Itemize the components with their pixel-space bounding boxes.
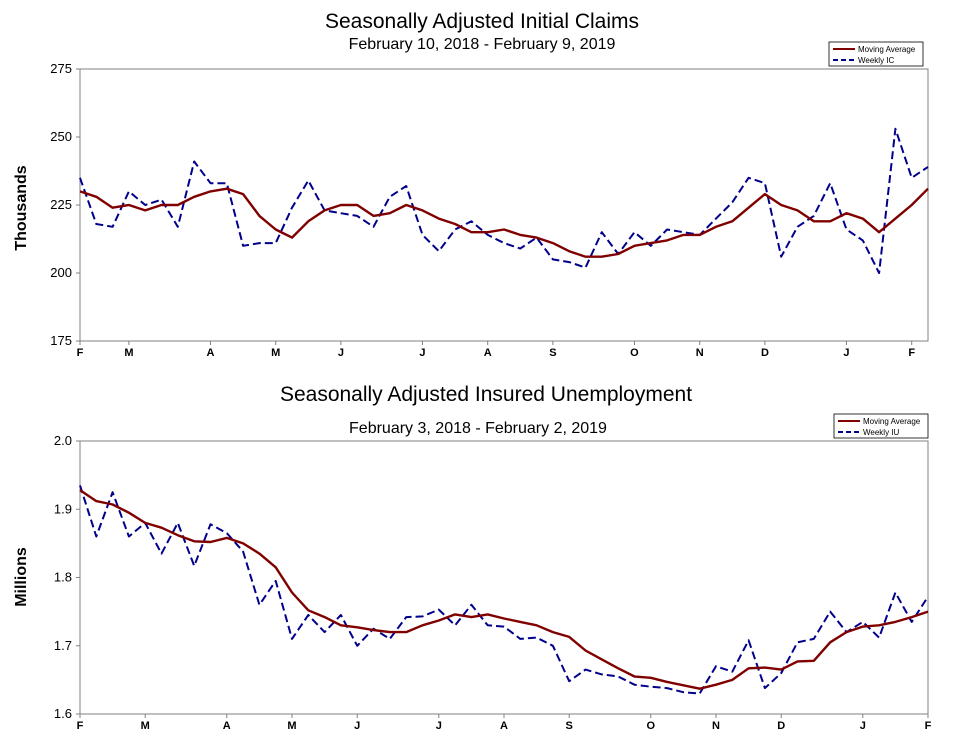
chart2-ytick-label: 2.0	[54, 433, 72, 448]
chart2-xtick-label: F	[925, 720, 932, 732]
chart1-ylabel: Thousands	[13, 165, 30, 250]
chart1-legend-box	[828, 41, 924, 67]
chart1-xtick-label: J	[843, 347, 849, 359]
chart1-y-axis: 175 200 225 250 275	[50, 61, 80, 348]
chart2-series-moving-average-line	[79, 489, 929, 690]
chart2-ytick-label: 1.7	[54, 638, 72, 653]
chart1-series	[79, 127, 929, 274]
chart1-xtick-label: A	[484, 347, 492, 359]
chart2-legend-box	[833, 413, 929, 439]
chart1-title: Seasonally Adjusted Initial Claims	[325, 10, 639, 33]
chart2-xtick-label: O	[646, 720, 655, 732]
chart2-xtick-label: D	[777, 720, 785, 732]
chart2-xtick-label: J	[436, 720, 442, 732]
chart1-series-weekly-line	[79, 127, 929, 274]
chart1-series-moving-average-line	[79, 187, 929, 258]
chart2-xtick-label: A	[223, 720, 231, 732]
chart2-legend-label-weekly: Weekly IU	[863, 428, 900, 437]
chart2-ytick-label: 1.6	[54, 706, 72, 721]
chart2-plot-frame	[79, 440, 929, 715]
chart1-ytick-label: 250	[50, 129, 72, 144]
chart2-legend-label-moving-average: Moving Average	[863, 417, 921, 426]
insured-unemployment-chart: Seasonally Adjusted Insured Unemployment…	[13, 383, 932, 732]
chart2-y-axis: 1.6 1.7 1.8 1.9 2.0	[54, 433, 80, 721]
chart2-legend: Moving Average Weekly IU	[833, 413, 929, 439]
chart1-xtick-label: A	[206, 347, 214, 359]
chart2-title: Seasonally Adjusted Insured Unemployment	[280, 383, 692, 406]
chart2-ylabel: Millions	[13, 547, 30, 607]
chart1-xtick-label: F	[77, 347, 84, 359]
chart2-series-weekly-line	[79, 485, 929, 695]
chart1-ytick-label: 225	[50, 197, 72, 212]
chart1-xtick-label: J	[419, 347, 425, 359]
chart1-ytick-label: 200	[50, 265, 72, 280]
chart2-xtick-label: J	[860, 720, 866, 732]
chart1-xtick-label: S	[549, 347, 556, 359]
chart2-series	[79, 485, 929, 695]
chart1-plot-frame	[79, 68, 929, 342]
chart2-xtick-label: J	[354, 720, 360, 732]
chart1-xtick-label: D	[761, 347, 769, 359]
chart1-legend-label-weekly: Weekly IC	[858, 56, 895, 65]
chart2-xtick-label: M	[287, 720, 296, 732]
chart2-subtitle: February 3, 2018 - February 2, 2019	[349, 420, 607, 437]
chart1-xtick-label: M	[124, 347, 133, 359]
chart1-xtick-label: F	[908, 347, 915, 359]
chart2-xtick-label: A	[500, 720, 508, 732]
chart1-subtitle: February 10, 2018 - February 9, 2019	[349, 36, 616, 53]
chart1-xtick-label: J	[338, 347, 344, 359]
chart1-xtick-label: N	[696, 347, 704, 359]
chart1-ytick-label: 275	[50, 61, 72, 76]
chart2-xtick-label: F	[77, 720, 84, 732]
chart2-xtick-label: M	[141, 720, 150, 732]
chart2-ytick-label: 1.9	[54, 501, 72, 516]
initial-claims-chart: Seasonally Adjusted Initial Claims Febru…	[13, 10, 929, 359]
chart1-xtick-label: M	[271, 347, 280, 359]
chart1-legend-label-moving-average: Moving Average	[858, 45, 916, 54]
chart1-ytick-label: 175	[50, 333, 72, 348]
chart1-xtick-label: O	[630, 347, 639, 359]
chart1-legend: Moving Average Weekly IC	[828, 41, 924, 67]
chart2-ytick-label: 1.8	[54, 570, 72, 585]
chart2-xtick-label: N	[712, 720, 720, 732]
chart2-xtick-label: S	[566, 720, 573, 732]
